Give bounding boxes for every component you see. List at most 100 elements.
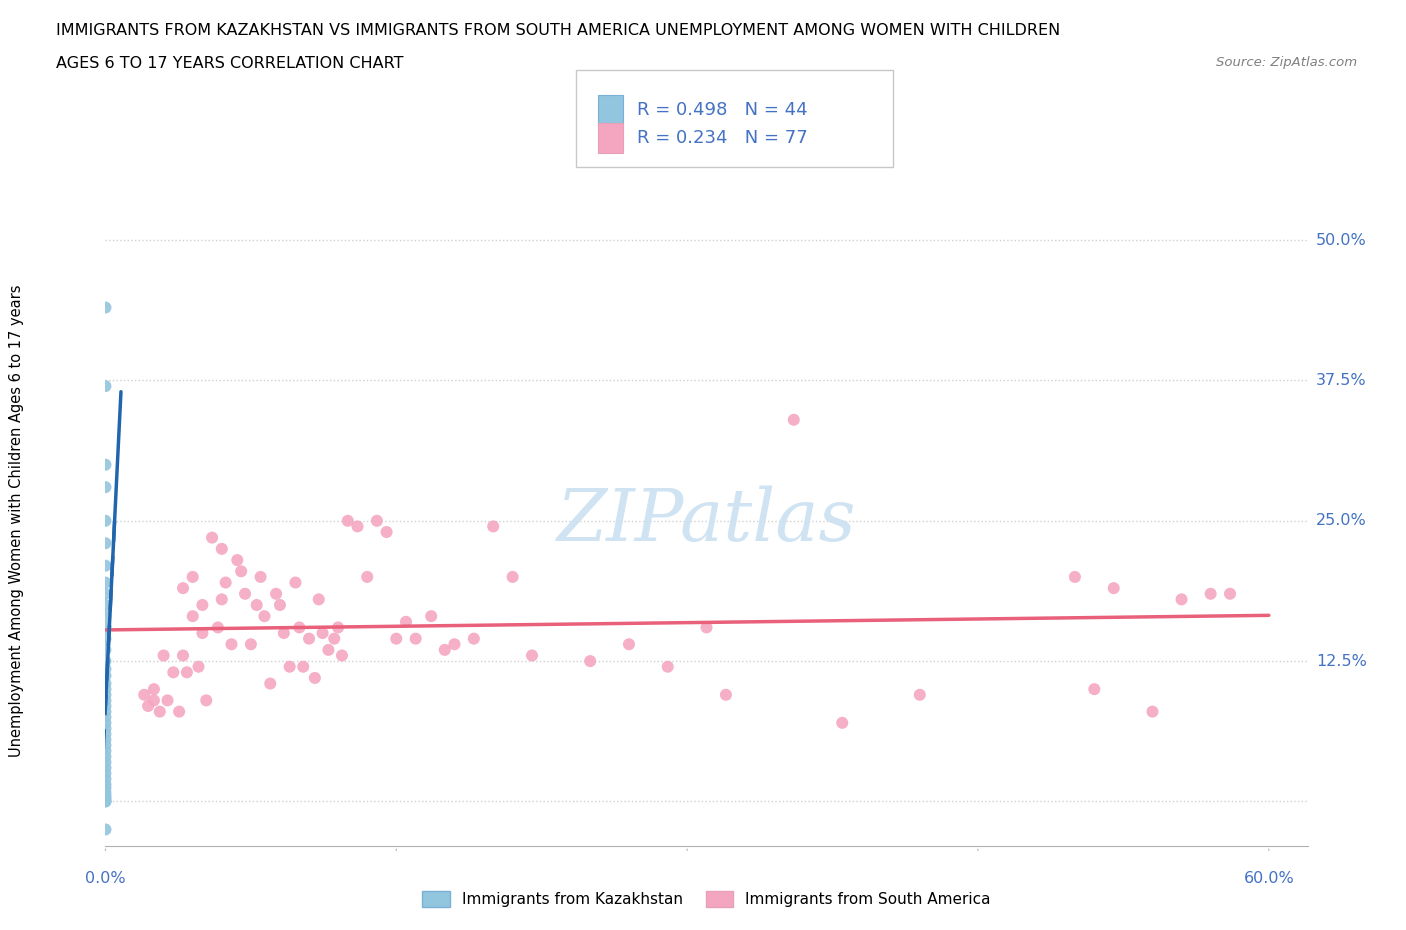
Point — [366, 513, 388, 528]
Text: IMMIGRANTS FROM KAZAKHSTAN VS IMMIGRANTS FROM SOUTH AMERICA UNEMPLOYMENT AMONG W: IMMIGRANTS FROM KAZAKHSTAN VS IMMIGRANTS… — [56, 23, 1060, 38]
Point — [253, 609, 276, 624]
Point — [94, 682, 117, 697]
Point — [94, 379, 117, 393]
Point — [94, 609, 117, 624]
Point — [395, 615, 418, 630]
Point — [1170, 591, 1192, 606]
Point — [304, 671, 326, 685]
Point — [326, 620, 349, 635]
Point — [288, 620, 311, 635]
Point — [94, 794, 117, 809]
Point — [908, 687, 931, 702]
Point — [94, 794, 117, 809]
Point — [195, 693, 218, 708]
Point — [94, 766, 117, 781]
Point — [94, 620, 117, 635]
Point — [214, 575, 236, 590]
Point — [1142, 704, 1164, 719]
Point — [94, 643, 117, 658]
Point — [311, 626, 333, 641]
Point — [520, 648, 543, 663]
Point — [94, 536, 117, 551]
Point — [94, 661, 117, 676]
Point — [226, 552, 249, 567]
Point — [323, 631, 346, 646]
Point — [94, 772, 117, 787]
Point — [94, 669, 117, 684]
Point — [783, 412, 806, 427]
Text: 37.5%: 37.5% — [1316, 373, 1367, 388]
Point — [94, 726, 117, 741]
Point — [94, 793, 117, 808]
Point — [579, 654, 602, 669]
Point — [149, 704, 172, 719]
Point — [94, 789, 117, 804]
Point — [298, 631, 321, 646]
Point — [94, 754, 117, 769]
Point — [94, 631, 117, 646]
Point — [1219, 586, 1241, 601]
Point — [162, 665, 184, 680]
Point — [1064, 569, 1087, 584]
Point — [233, 586, 256, 601]
Point — [152, 648, 174, 663]
Point — [94, 743, 117, 758]
Point — [831, 715, 853, 730]
Point — [136, 698, 159, 713]
Point — [181, 609, 204, 624]
Point — [191, 598, 214, 613]
Point — [94, 598, 117, 613]
Point — [94, 586, 117, 601]
Point — [167, 704, 190, 719]
Point — [482, 519, 505, 534]
Point — [221, 637, 243, 652]
Point — [94, 693, 117, 708]
Point — [346, 519, 368, 534]
Point — [156, 693, 179, 708]
Text: 50.0%: 50.0% — [1316, 232, 1367, 247]
Point — [246, 598, 269, 613]
Point — [94, 513, 117, 528]
Point — [269, 598, 291, 613]
Point — [201, 530, 224, 545]
Point — [239, 637, 262, 652]
Point — [187, 659, 209, 674]
Point — [657, 659, 679, 674]
Point — [191, 626, 214, 641]
Point — [94, 458, 117, 472]
Point — [420, 609, 443, 624]
Point — [308, 591, 330, 606]
Text: 0.0%: 0.0% — [86, 871, 125, 886]
Point — [318, 643, 340, 658]
Point — [207, 620, 229, 635]
Point — [94, 732, 117, 747]
Point — [433, 643, 456, 658]
Point — [142, 682, 165, 697]
Point — [94, 676, 117, 691]
Text: AGES 6 TO 17 YEARS CORRELATION CHART: AGES 6 TO 17 YEARS CORRELATION CHART — [56, 56, 404, 71]
Point — [94, 790, 117, 805]
Point — [142, 693, 165, 708]
Point — [405, 631, 427, 646]
Point — [385, 631, 408, 646]
Text: Unemployment Among Women with Children Ages 6 to 17 years: Unemployment Among Women with Children A… — [10, 285, 24, 757]
Point — [336, 513, 359, 528]
Point — [94, 780, 117, 795]
Point — [94, 761, 117, 776]
Point — [211, 541, 233, 556]
Point — [176, 665, 198, 680]
Point — [259, 676, 281, 691]
Point — [94, 654, 117, 669]
Point — [264, 586, 287, 601]
Point — [94, 785, 117, 800]
Point — [94, 721, 117, 736]
Point — [714, 687, 737, 702]
Point — [94, 710, 117, 724]
Point — [617, 637, 640, 652]
Point — [292, 659, 315, 674]
Point — [356, 569, 378, 584]
Point — [375, 525, 398, 539]
Point — [211, 591, 233, 606]
Point — [94, 737, 117, 752]
Point — [94, 300, 117, 315]
